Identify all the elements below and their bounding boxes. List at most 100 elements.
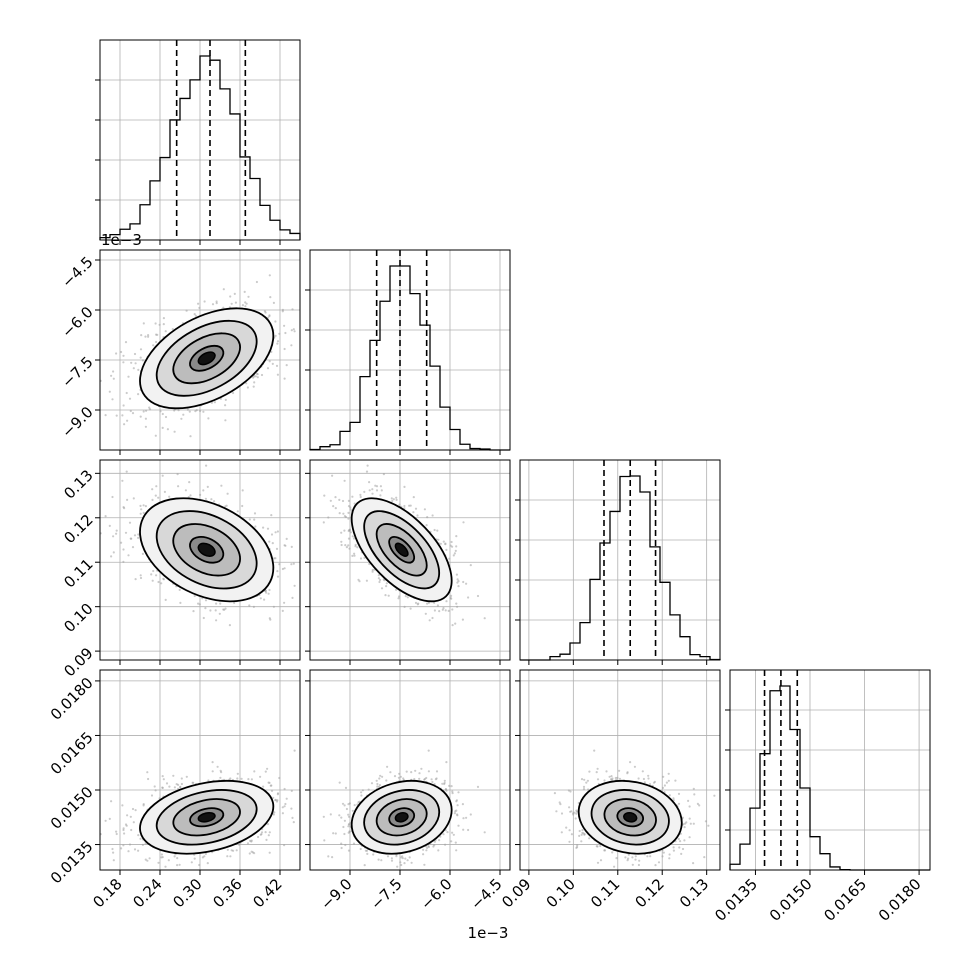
sample-point: [424, 612, 427, 615]
sample-point: [162, 323, 165, 326]
sample-point: [285, 797, 288, 800]
sample-point: [124, 531, 128, 534]
sample-point: [274, 531, 277, 534]
sample-point: [353, 552, 356, 555]
sample-point: [178, 863, 181, 866]
sample-point: [112, 535, 115, 538]
sample-point: [215, 602, 218, 605]
sample-point: [375, 485, 379, 488]
sample-point: [147, 335, 150, 338]
sample-point: [123, 423, 126, 426]
sample-point: [408, 504, 411, 507]
sample-point: [112, 859, 115, 862]
sample-point: [148, 857, 151, 860]
sample-point: [371, 492, 374, 495]
sample-point: [268, 588, 271, 592]
sample-point: [129, 409, 132, 413]
sample-point: [276, 340, 280, 343]
sample-point: [189, 435, 192, 438]
sample-point: [228, 624, 231, 627]
ticks-0-0: [95, 79, 281, 245]
sample-point: [260, 831, 264, 834]
sample-point: [323, 494, 326, 497]
sample-point: [308, 314, 310, 316]
sample-point: [194, 314, 197, 317]
sample-point: [283, 601, 286, 604]
sample-point: [173, 786, 176, 789]
sample-point: [451, 608, 454, 611]
sample-point: [139, 348, 143, 351]
sample-point: [274, 799, 277, 802]
sample-point: [351, 495, 354, 498]
sample-point: [207, 779, 210, 782]
sample-point: [250, 839, 253, 842]
sample-point: [283, 347, 286, 351]
sample-point: [253, 375, 256, 378]
sample-point: [327, 516, 330, 519]
sample-point: [313, 304, 315, 306]
sample-point: [303, 552, 305, 554]
sample-point: [262, 526, 265, 529]
sample-point: [308, 591, 310, 593]
sample-point: [115, 414, 118, 417]
sample-point: [115, 532, 118, 535]
sample-point: [155, 485, 158, 488]
sample-point: [161, 426, 164, 429]
sample-point: [276, 342, 279, 345]
sample-point: [285, 364, 288, 367]
sample-point: [254, 375, 257, 378]
sample-point: [121, 804, 124, 807]
sample-point: [128, 397, 132, 400]
sample-point: [269, 618, 272, 621]
sample-point: [132, 497, 135, 500]
sample-point: [338, 498, 341, 501]
sample-point: [438, 610, 441, 613]
sample-point: [340, 531, 343, 534]
sample-point: [141, 359, 144, 362]
histogram-0: [99, 55, 301, 240]
sample-point: [456, 578, 459, 581]
sample-point: [263, 598, 266, 601]
sample-point: [108, 524, 111, 528]
sample-point: [384, 594, 387, 597]
sample-point: [198, 863, 201, 867]
sample-point: [154, 494, 157, 497]
sample-point: [226, 848, 229, 851]
sample-point: [204, 497, 207, 500]
sample-point: [104, 819, 107, 822]
sample-point: [303, 772, 305, 774]
sample-point: [281, 308, 284, 311]
sample-point: [184, 489, 187, 492]
sample-point: [268, 831, 271, 834]
sample-point: [224, 419, 227, 422]
sample-point: [144, 417, 147, 420]
sample-point: [293, 584, 296, 587]
sample-point: [213, 500, 216, 503]
sample-point: [108, 817, 111, 821]
sample-point: [244, 301, 247, 304]
sample-point: [154, 434, 157, 437]
sample-point: [347, 517, 350, 520]
sample-point: [368, 481, 371, 484]
sample-point: [363, 556, 366, 560]
sample-point: [462, 521, 465, 524]
sample-point: [133, 848, 137, 851]
sample-point: [395, 588, 398, 591]
sample-point: [207, 417, 210, 420]
histogram-2: [520, 475, 721, 661]
sample-point: [120, 847, 123, 850]
sample-point: [115, 352, 118, 355]
sample-point: [213, 401, 216, 404]
sample-point: [268, 781, 271, 785]
sample-point: [264, 831, 267, 834]
sample-point: [351, 554, 354, 558]
sample-point: [120, 541, 123, 544]
sample-point: [253, 518, 256, 521]
sample-point: [137, 533, 140, 536]
sample-point: [115, 830, 118, 833]
panel-frame: [309, 459, 511, 661]
sample-point: [349, 506, 352, 509]
sample-point: [403, 504, 406, 508]
sample-point: [431, 616, 434, 620]
